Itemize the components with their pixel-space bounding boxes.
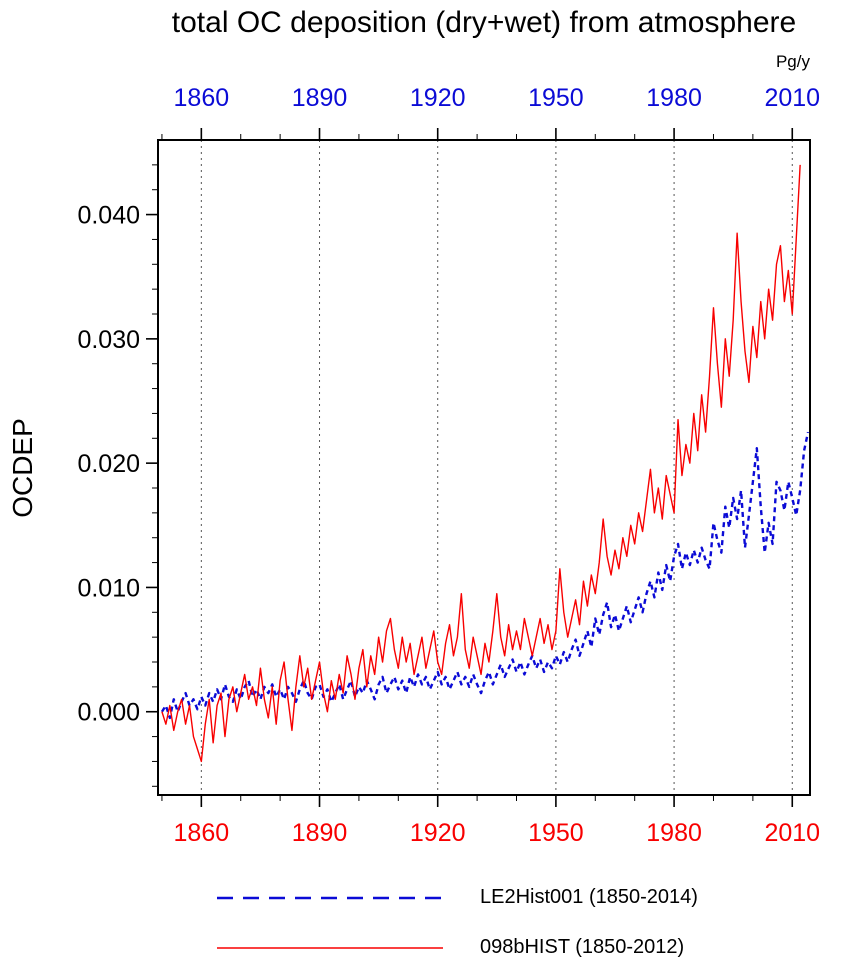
plot-area: 1860 1860 1890 1890 1920 1920 1950 1950 1980 1980… (77, 84, 820, 847)
legend-label: LE2Hist001 (1850-2014) (480, 886, 698, 908)
plot-border (157, 139, 811, 796)
x-axis-label-top: 1860 (174, 84, 230, 112)
x-axis-label-top: 1980 (646, 84, 702, 112)
x-axis-label-bottom: 1980 (646, 819, 702, 847)
y-axis-tick-label: 0.010 (77, 574, 140, 602)
legend-label: 098bHIST (1850-2012) (480, 936, 685, 958)
series-line-LE2Hist001 (160, 431, 810, 720)
y-axis-tick-label: 0.030 (77, 326, 140, 354)
x-axis-label-top: 2010 (764, 84, 820, 112)
legend-dashed-line-icon (217, 896, 443, 900)
x-axis-label-bottom: 2010 (764, 819, 820, 847)
series-line-098bHIST (161, 164, 801, 763)
y-axis-tick-label: 0.000 (77, 699, 140, 727)
x-axis-label-top: 1950 (528, 84, 584, 112)
legend-solid-line-icon (217, 947, 443, 949)
x-axis-label-top: 1890 (292, 84, 348, 112)
x-axis-label-top: 1920 (410, 84, 466, 112)
legend-item-LE2Hist001: LE2Hist001 (1850-2014) (0, 872, 868, 922)
legend: LE2Hist001 (1850-2014) 098bHIST (1850-201… (0, 872, 868, 964)
x-axis-label-bottom: 1890 (292, 819, 348, 847)
unit-label: Pg/y (775, 52, 810, 71)
chart-title: total OC deposition (dry+wet) from atmos… (171, 6, 797, 39)
legend-item-098bHIST: 098bHIST (1850-2012) (0, 922, 868, 964)
x-axis-label-bottom: 1950 (528, 819, 584, 847)
y-axis-tick-label: 0.040 (77, 202, 140, 230)
x-axis-label-bottom: 1920 (410, 819, 466, 847)
y-axis-tick-label: 0.020 (77, 450, 140, 478)
x-axis-label-bottom: 1860 (174, 819, 230, 847)
